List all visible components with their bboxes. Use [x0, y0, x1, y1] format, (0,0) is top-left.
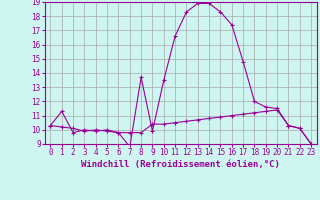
X-axis label: Windchill (Refroidissement éolien,°C): Windchill (Refroidissement éolien,°C) — [81, 160, 280, 169]
